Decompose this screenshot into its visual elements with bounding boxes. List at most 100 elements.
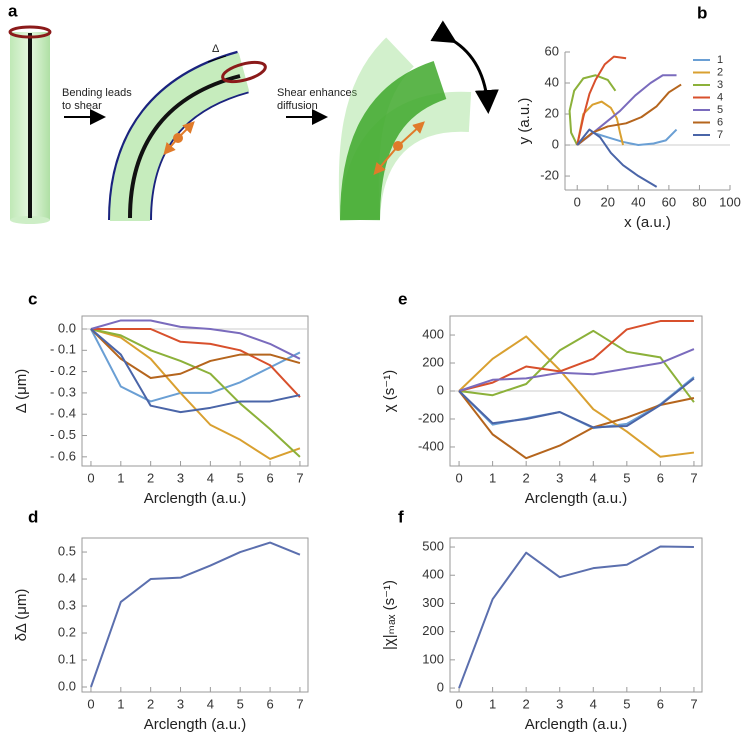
panel-label: e [398,289,407,308]
y-tick-label: - 0.4 [50,406,76,421]
x-tick-label: 5 [237,470,244,485]
series-line [458,335,695,458]
y-tick-label: 0.1 [58,651,76,666]
x-tick-label: 4 [207,696,214,711]
y-axis-label: Δ (μm) [13,369,30,414]
bent-cylinder [340,61,448,221]
panel-label: a [8,1,18,20]
x-tick-label: 4 [590,696,597,711]
particle-arrow [373,145,399,176]
delta-arrow [207,55,227,63]
step-text: Bending leads [62,87,132,99]
y-tick-label: 400 [422,326,444,341]
y-tick-label: 60 [545,43,559,58]
y-tick-label: - 0.6 [50,448,76,463]
series-line [568,74,617,146]
y-tick-label: 100 [422,651,444,666]
x-tick-label: 3 [556,470,563,485]
legend-label: 6 [717,116,723,128]
swing-arrow [430,20,499,114]
series-line [90,541,301,688]
y-tick-label: - 0.3 [50,384,76,399]
y-tick-label: 200 [422,354,444,369]
series-line [458,329,695,403]
x-tick-label: 1 [489,470,496,485]
x-axis-label: Arclength (a.u.) [525,716,628,733]
y-tick-label: 0 [552,136,559,151]
y-tick-label: 0.2 [58,624,76,639]
legend-label: 2 [717,66,723,78]
panel-label: c [28,289,37,308]
legend-label: 3 [717,79,723,91]
y-tick-label: - 0.2 [50,363,76,378]
x-tick-label: 0 [87,696,94,711]
panel-label: d [28,507,38,526]
series-line [458,348,695,392]
y-tick-label: -400 [418,438,444,453]
bent-cylinder [110,52,250,222]
legend-label: 4 [717,91,723,103]
y-tick-label: 0 [437,679,444,694]
x-tick-label: 80 [692,194,706,209]
ring [8,25,52,39]
y-tick-label: 200 [422,623,444,638]
x-tick-label: 7 [690,696,697,711]
x-tick-label: 5 [237,696,244,711]
x-tick-label: 3 [177,470,184,485]
x-tick-label: 6 [266,696,273,711]
x-tick-label: 1 [489,696,496,711]
x-axis-label: Arclength (a.u.) [144,716,247,733]
y-tick-label: 400 [422,567,444,582]
x-tick-label: 0 [87,470,94,485]
y-tick-label: 20 [545,105,559,120]
x-axis-label: Arclength (a.u.) [144,490,247,507]
x-tick-label: 60 [662,194,676,209]
x-tick-label: 7 [296,696,303,711]
x-tick-label: 40 [631,194,645,209]
panel-label: b [697,3,707,22]
delta-label: Δ [212,43,220,55]
legend-label: 7 [717,129,723,141]
y-tick-label: 40 [545,74,559,89]
y-tick-label: 0.0 [58,678,76,693]
y-tick-label: 0.0 [58,320,76,335]
x-tick-label: 5 [623,696,630,711]
y-axis-label: δΔ (μm) [13,589,30,642]
series-line [458,390,695,460]
panel-a: a Bending leads to shear Δ Shear enhance… [8,1,499,224]
x-tick-label: 7 [296,470,303,485]
plot-frame [449,537,703,693]
series-line [90,328,301,403]
series-line [576,83,682,146]
series-line [576,55,627,146]
y-tick-label: -200 [418,410,444,425]
series-line [90,328,301,460]
series-line [90,327,301,398]
y-tick-label: 0.4 [58,570,76,585]
x-tick-label: 2 [147,470,154,485]
plot-frame [81,537,309,693]
x-tick-label: 3 [177,696,184,711]
x-tick-label: 6 [657,696,664,711]
x-tick-label: 7 [690,470,697,485]
step-text: to shear [62,100,102,112]
x-tick-label: 20 [601,194,615,209]
x-tick-label: 4 [590,470,597,485]
particle-arrow [397,121,425,147]
x-tick-label: 100 [719,194,741,209]
x-tick-label: 0 [574,194,581,209]
x-tick-label: 1 [117,696,124,711]
y-tick-label: 0 [437,382,444,397]
panel-label: f [398,507,404,526]
series-line [458,545,694,689]
particle-arrow [177,121,195,139]
plot-frame [81,315,309,467]
x-tick-label: 0 [455,696,462,711]
series-line [90,328,301,414]
y-axis-label: χ (s⁻¹) [381,370,398,412]
y-tick-label: 300 [422,595,444,610]
x-tick-label: 6 [266,470,273,485]
y-tick-label: 500 [422,538,444,553]
y-tick-label: - 0.5 [50,427,76,442]
